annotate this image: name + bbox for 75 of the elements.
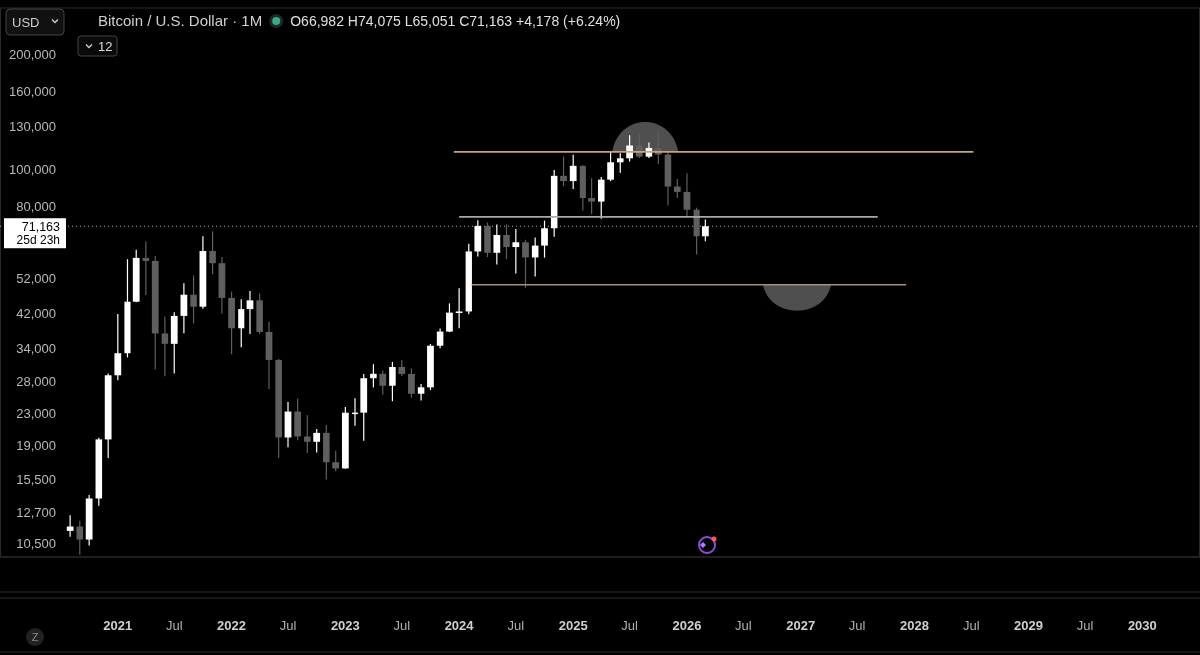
candlestick — [304, 414, 311, 454]
candlestick — [76, 520, 84, 556]
y-tick-label: 80,000 — [16, 199, 56, 215]
candlestick — [379, 369, 387, 396]
x-tick-label: Jul — [507, 617, 525, 633]
candlestick — [522, 239, 529, 289]
x-tick-label: 2024 — [444, 617, 475, 633]
candlestick — [673, 178, 681, 199]
y-tick-label: 200,000 — [9, 47, 56, 63]
candlestick — [114, 313, 122, 381]
candlestick — [569, 154, 577, 190]
x-tick-label: Jul — [962, 617, 980, 633]
x-tick-label: Jul — [165, 617, 183, 633]
chart-title: Bitcoin / U.S. Dollar · 1M — [98, 12, 263, 30]
candlestick — [408, 367, 415, 399]
candlestick — [209, 230, 216, 275]
candlestick — [701, 218, 709, 242]
candlestick — [512, 228, 520, 275]
candlestick — [503, 223, 510, 260]
y-tick-label: 34,000 — [16, 341, 56, 357]
ref-line-label: 71,163 — [21, 219, 61, 234]
candlestick — [493, 223, 501, 266]
x-tick-label: Jul — [735, 617, 752, 633]
candlestick — [417, 383, 425, 402]
x-tick-label: 2026 — [672, 617, 702, 633]
y-tick-label: 42,000 — [16, 306, 56, 322]
x-tick-label: 2022 — [217, 617, 247, 633]
y-tick-label: 10,500 — [16, 536, 56, 552]
candlestick — [541, 220, 548, 259]
currency-select: USD — [5, 8, 65, 36]
candlestick — [683, 172, 691, 217]
candlestick — [190, 274, 197, 325]
candlestick — [370, 363, 377, 389]
candlestick — [597, 176, 605, 220]
candlestick — [161, 315, 169, 377]
annotation: 25d 23h — [16, 233, 60, 248]
candlestick — [588, 177, 595, 215]
candlestick — [238, 298, 245, 348]
annotation: O66,982 H74,075 L65,051 C71,163 +4,178 (+6.24%) — [290, 12, 621, 29]
candlestick — [607, 150, 614, 182]
y-tick-label: 12,700 — [16, 504, 56, 520]
y-tick-label: 130,000 — [9, 118, 56, 134]
candlestick — [142, 240, 150, 296]
annotation: 12 — [98, 38, 113, 54]
y-axis-title: USD — [12, 14, 40, 30]
y-tick-label: 52,000 — [16, 270, 56, 286]
candlestick — [332, 450, 340, 472]
y-tick-label: 100,000 — [9, 162, 56, 178]
x-tick-label: 2023 — [330, 617, 360, 633]
candlestick — [446, 302, 453, 333]
x-tick-label: Jul — [393, 617, 411, 633]
candlestick — [389, 361, 396, 402]
text: Z — [31, 630, 39, 643]
y-tick-label: 23,000 — [16, 406, 56, 422]
x-tick-label: 2028 — [900, 617, 929, 633]
x-tick-label: Jul — [621, 617, 639, 633]
x-tick-label: 2029 — [1014, 617, 1044, 633]
y-tick-label: 19,000 — [16, 437, 56, 453]
candlestick — [313, 428, 321, 454]
x-tick-label: Jul — [1076, 617, 1094, 633]
x-tick-label: 2025 — [558, 617, 588, 633]
y-tick-label: 15,500 — [16, 471, 56, 487]
candlestick — [455, 287, 463, 329]
y-tick-label: 160,000 — [9, 84, 56, 100]
y-tick-label: 28,000 — [16, 373, 56, 389]
x-tick-label: Jul — [279, 617, 297, 633]
x-tick-label: 2021 — [103, 617, 133, 633]
candlestick — [246, 290, 254, 335]
candlestick — [560, 155, 567, 187]
x-tick-label: 2027 — [786, 617, 816, 633]
x-tick-label: 2030 — [1127, 617, 1157, 633]
candlestick — [616, 152, 624, 174]
x-tick-label: Jul — [848, 617, 866, 633]
candlestick — [436, 327, 444, 349]
candlestick — [66, 514, 74, 538]
